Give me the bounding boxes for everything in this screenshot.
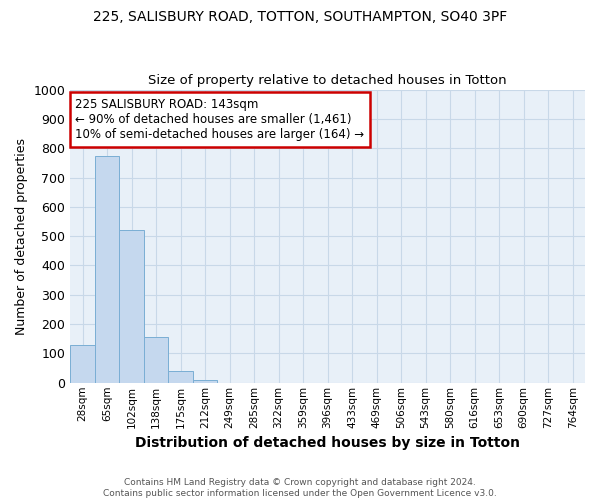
Y-axis label: Number of detached properties: Number of detached properties [15,138,28,334]
Bar [193,380,217,383]
Text: 225 SALISBURY ROAD: 143sqm
← 90% of detached houses are smaller (1,461)
10% of s: 225 SALISBURY ROAD: 143sqm ← 90% of deta… [76,98,365,142]
Bar [169,371,193,383]
Text: 225, SALISBURY ROAD, TOTTON, SOUTHAMPTON, SO40 3PF: 225, SALISBURY ROAD, TOTTON, SOUTHAMPTON… [93,10,507,24]
Bar [119,230,144,383]
Bar [144,338,169,383]
Bar [95,156,119,383]
Title: Size of property relative to detached houses in Totton: Size of property relative to detached ho… [148,74,507,87]
Text: Contains HM Land Registry data © Crown copyright and database right 2024.
Contai: Contains HM Land Registry data © Crown c… [103,478,497,498]
Bar [70,344,95,383]
X-axis label: Distribution of detached houses by size in Totton: Distribution of detached houses by size … [135,436,520,450]
